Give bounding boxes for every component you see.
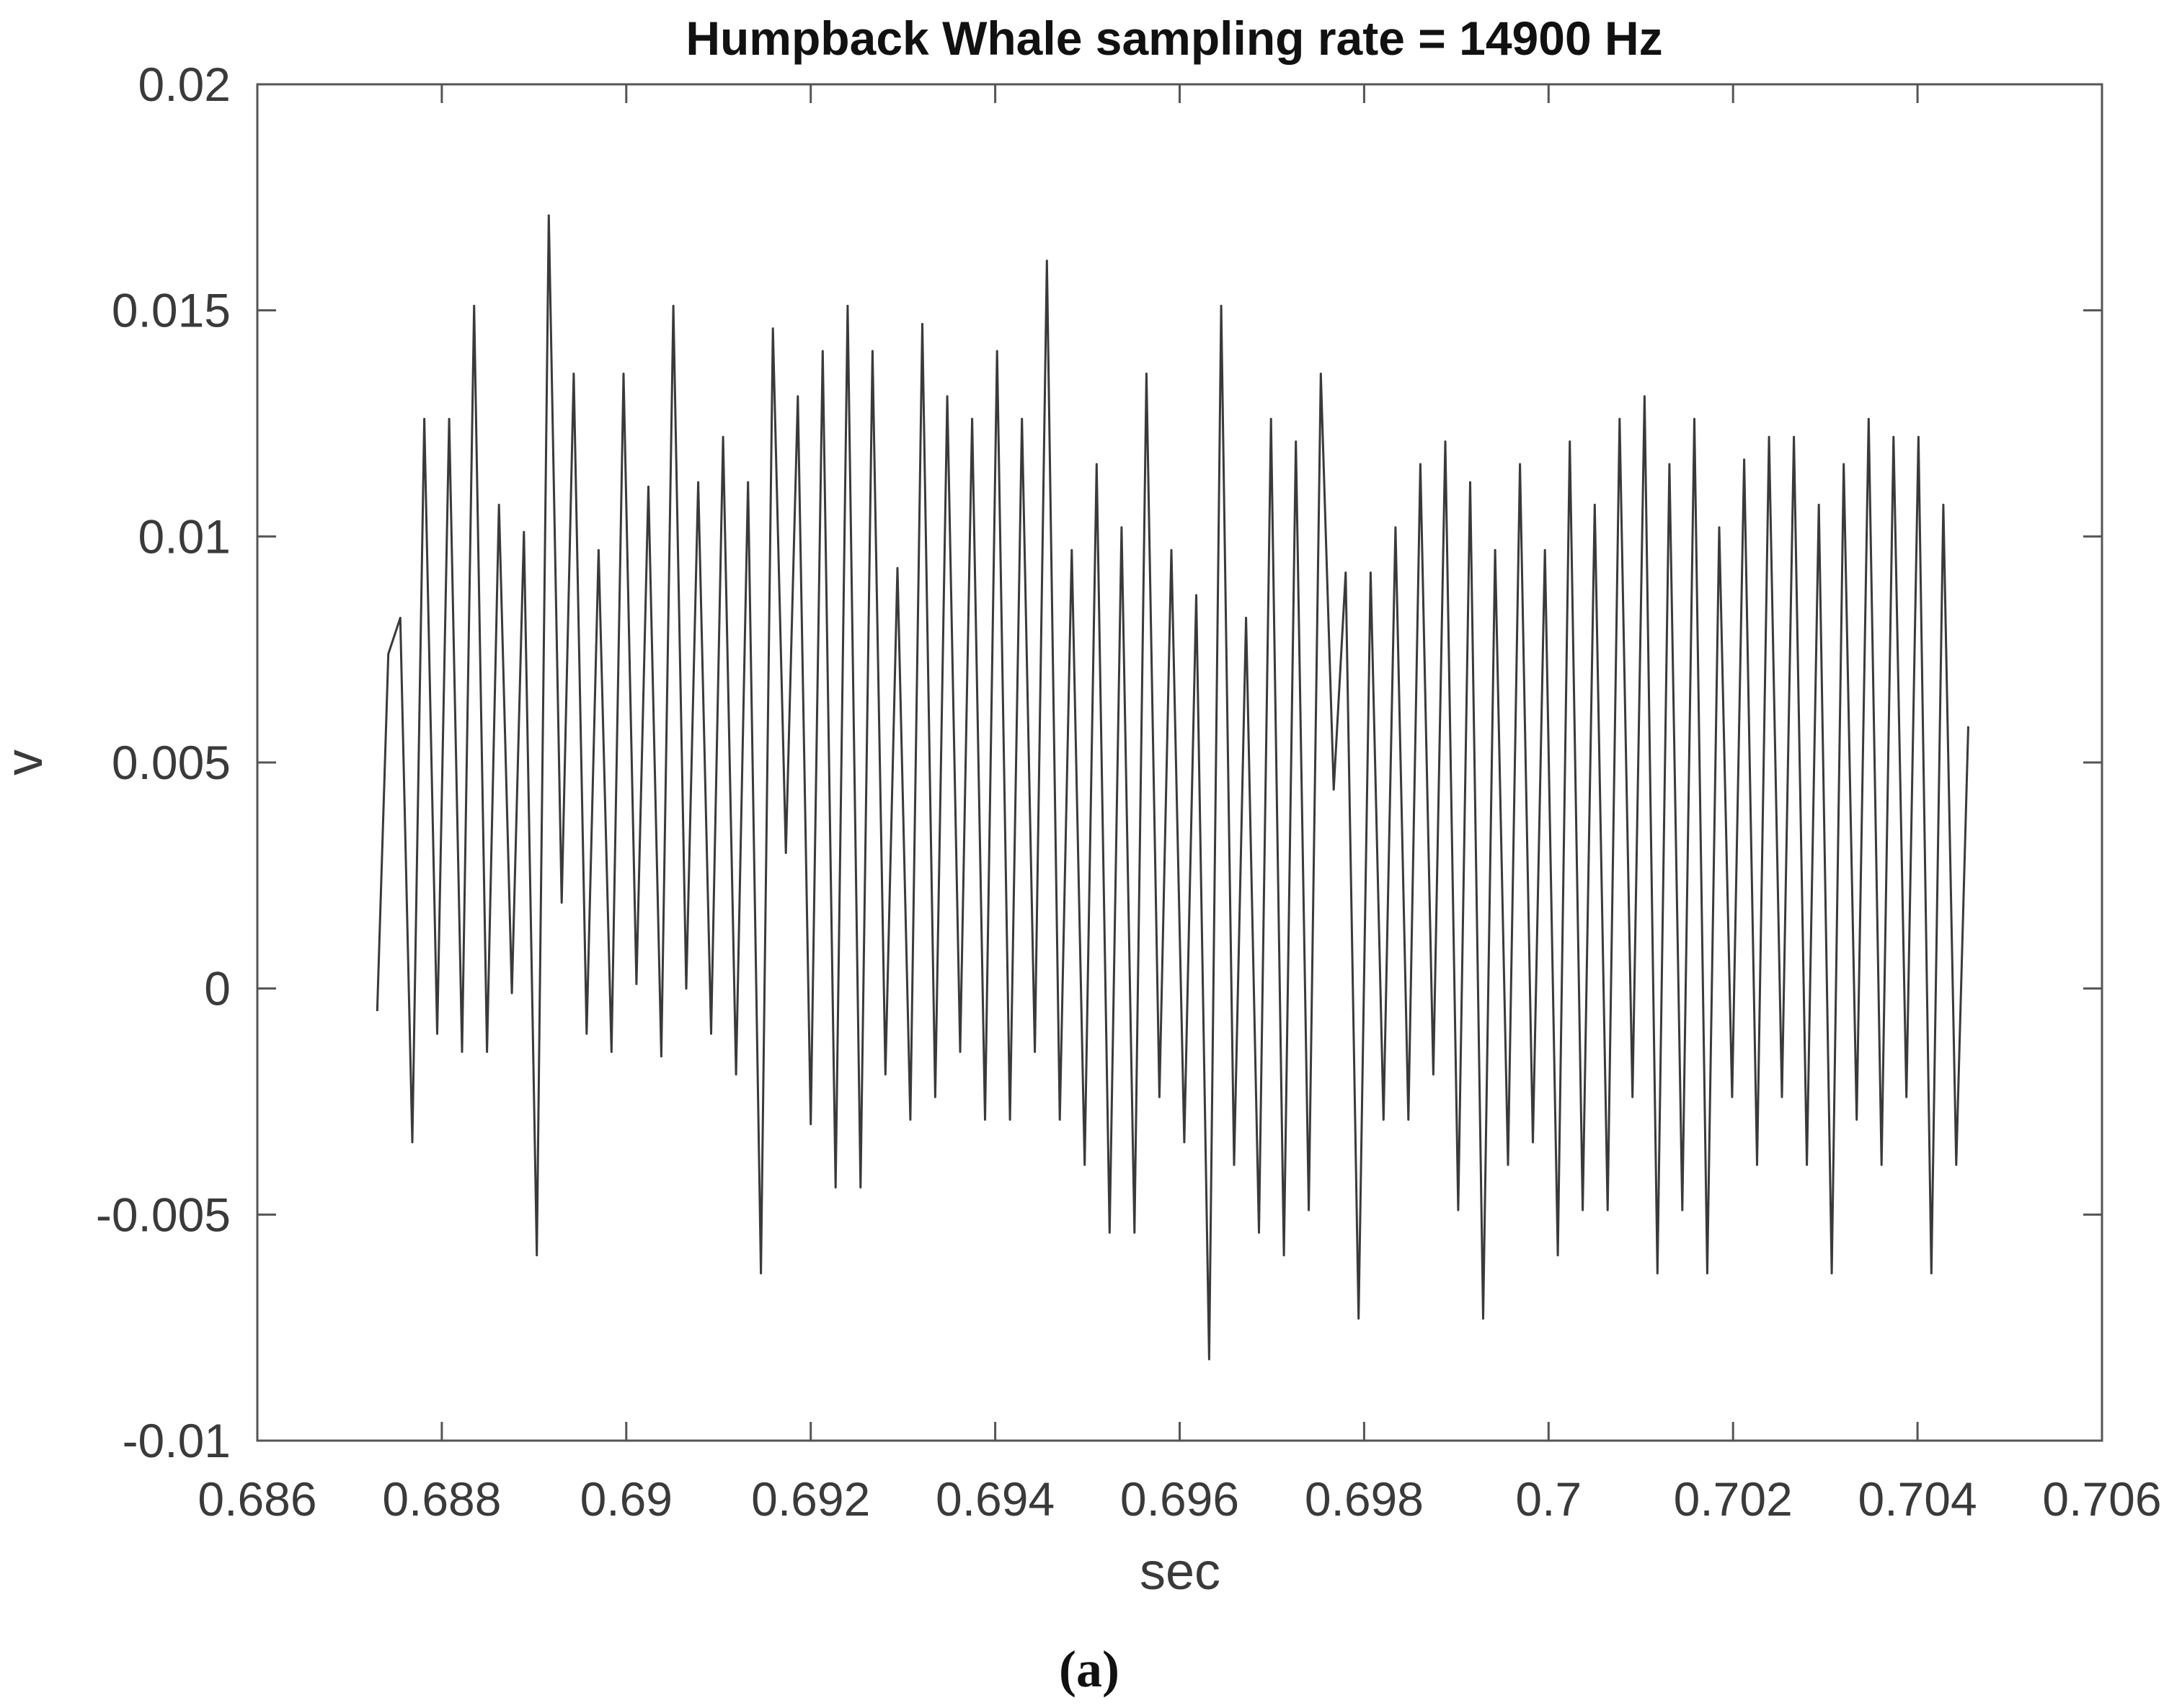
x-tick-label: 0.696	[1120, 1472, 1239, 1526]
x-axis-label: sec	[1140, 1543, 1220, 1601]
y-tick-label: -0.01	[123, 1414, 231, 1467]
x-tick-label: 0.7	[1515, 1472, 1582, 1526]
y-tick-label: -0.005	[96, 1188, 231, 1241]
x-tick-label: 0.706	[2042, 1472, 2161, 1526]
x-tick-label: 0.698	[1305, 1472, 1424, 1526]
x-axis: 0.686 0.688 0.69 0.692 0.694 0.696 0.698 0.7 0.7…	[198, 84, 2162, 1526]
y-tick-label: 0.02	[138, 58, 231, 111]
y-tick-label: 0	[204, 962, 231, 1015]
plot-area-frame	[256, 83, 2103, 1442]
figure-caption: (a)	[1059, 1640, 1119, 1698]
x-tick-label: 0.702	[1674, 1472, 1793, 1526]
y-tick-label: 0.015	[112, 284, 231, 337]
chart-title: Humpback Whale sampling rate = 14900 Hz	[686, 12, 1662, 65]
x-tick-label: 0.686	[198, 1472, 316, 1526]
y-axis-label: v	[0, 750, 53, 775]
x-tick-label: 0.69	[580, 1472, 673, 1526]
y-tick-label: 0.01	[138, 510, 231, 563]
y-axis: -0.01 -0.005 0 0.005 0.01 0.015 0.02	[96, 58, 2102, 1467]
x-tick-label: 0.704	[1858, 1472, 1977, 1526]
y-tick-label: 0.005	[112, 736, 231, 789]
x-tick-label: 0.692	[751, 1472, 870, 1526]
x-tick-label: 0.694	[936, 1472, 1055, 1526]
x-tick-label: 0.688	[382, 1472, 501, 1526]
waveform-line	[376, 214, 1969, 1361]
